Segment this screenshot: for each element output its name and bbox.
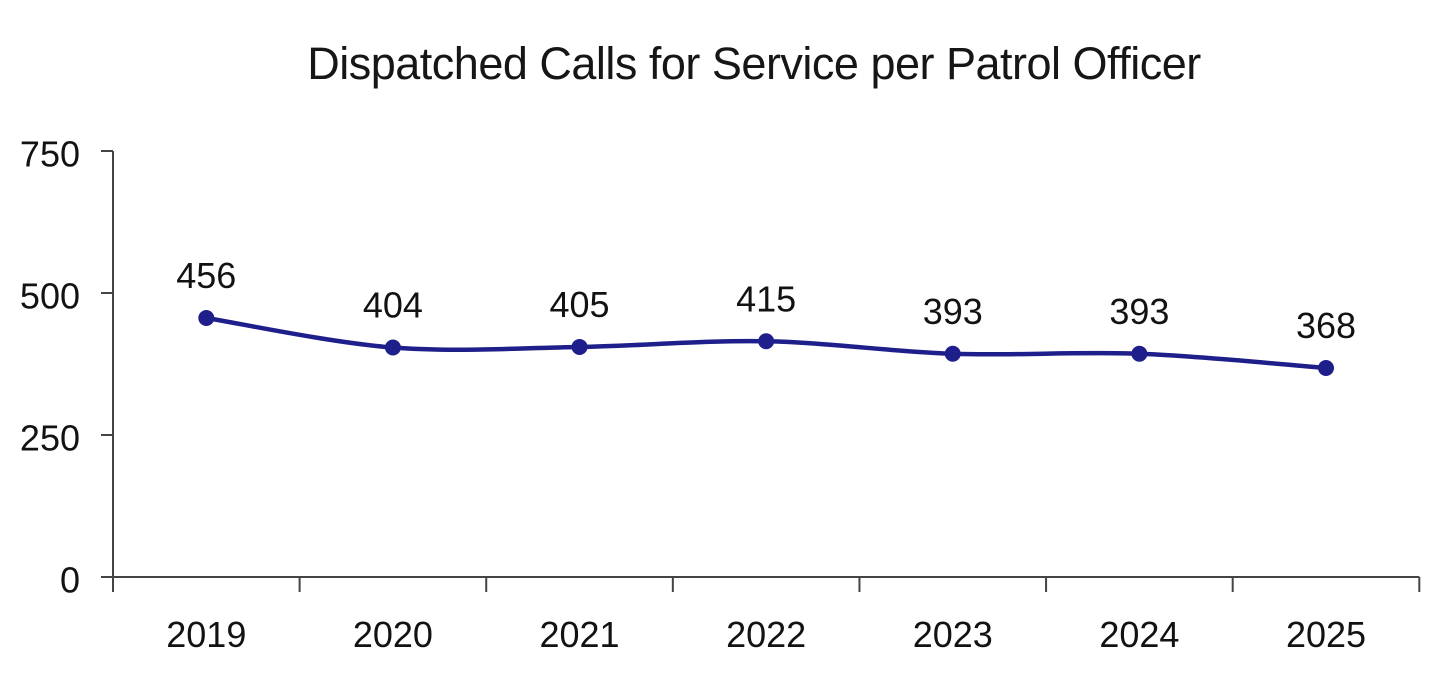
chart-title: Dispatched Calls for Service per Patrol … xyxy=(307,38,1201,89)
data-point-label: 368 xyxy=(1296,305,1356,346)
data-point-label: 415 xyxy=(736,278,796,319)
x-tick-label: 2021 xyxy=(539,614,619,655)
data-point-label: 393 xyxy=(923,291,983,332)
data-point-marker xyxy=(944,345,961,362)
x-tick-label: 2023 xyxy=(913,614,993,655)
x-tick-label: 2019 xyxy=(166,614,246,655)
series xyxy=(198,309,1334,376)
axes: 0 250 500 750 2019 2020 2021 2022 2023 2024 2025 xyxy=(20,134,1421,655)
x-tick-label: 2022 xyxy=(726,614,806,655)
data-point-marker xyxy=(1317,359,1334,376)
data-point-label: 456 xyxy=(176,255,236,296)
data-point-label: 393 xyxy=(1109,291,1169,332)
x-tick-label: 2020 xyxy=(353,614,433,655)
data-point-marker xyxy=(1131,345,1148,362)
data-point-label: 405 xyxy=(550,284,610,325)
y-tick-label: 0 xyxy=(60,560,80,601)
x-tick-label: 2024 xyxy=(1099,614,1179,655)
data-point-label: 404 xyxy=(363,285,423,326)
data-point-marker xyxy=(571,338,588,355)
x-tick-label: 2025 xyxy=(1286,614,1366,655)
data-point-marker xyxy=(384,339,401,356)
y-tick-label: 500 xyxy=(20,276,80,317)
data-point-marker xyxy=(198,309,215,326)
y-tick-label: 750 xyxy=(20,134,80,175)
data-point-marker xyxy=(758,333,775,350)
y-tick-label: 250 xyxy=(20,418,80,459)
data-labels: 456 404 405 415 393 393 368 xyxy=(176,255,1356,346)
